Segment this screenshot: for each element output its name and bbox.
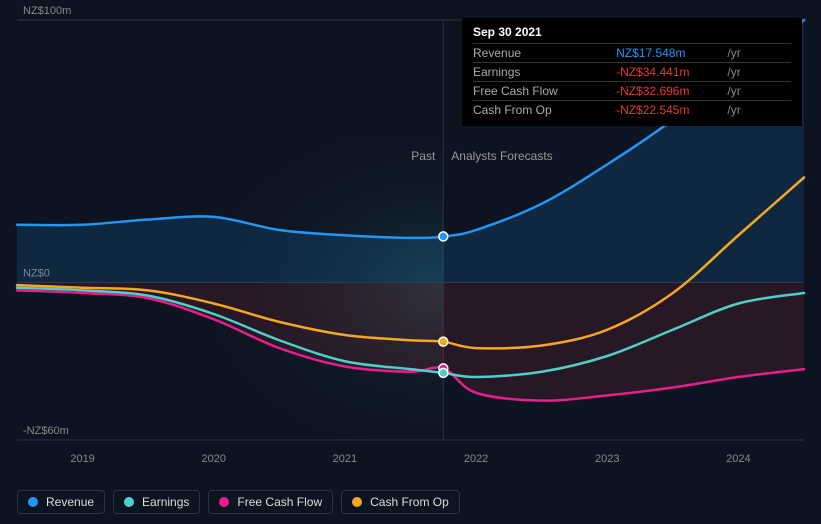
tooltip-row-unit: /yr: [727, 82, 791, 101]
tooltip-row-value: NZ$17.548m: [616, 44, 727, 63]
legend-item-earnings[interactable]: Earnings: [113, 490, 200, 514]
tooltip-row: Earnings-NZ$34.441m/yr: [473, 63, 791, 82]
legend-label: Earnings: [142, 495, 189, 509]
legend-item-cash-from-op[interactable]: Cash From Op: [341, 490, 460, 514]
legend-swatch: [124, 497, 134, 507]
tooltip-row-unit: /yr: [727, 101, 791, 120]
tooltip-row-value: -NZ$22.545m: [616, 101, 727, 120]
tooltip-row-value: -NZ$32.696m: [616, 82, 727, 101]
tooltip-table: RevenueNZ$17.548m/yrEarnings-NZ$34.441m/…: [473, 43, 791, 119]
tooltip-row-label: Earnings: [473, 63, 616, 82]
svg-text:Past: Past: [411, 149, 436, 163]
tooltip-date: Sep 30 2021: [473, 25, 791, 43]
svg-text:2022: 2022: [464, 453, 488, 465]
legend-item-revenue[interactable]: Revenue: [17, 490, 105, 514]
legend-label: Free Cash Flow: [237, 495, 322, 509]
tooltip-row: Free Cash Flow-NZ$32.696m/yr: [473, 82, 791, 101]
tooltip-row-label: Free Cash Flow: [473, 82, 616, 101]
tooltip-row-label: Cash From Op: [473, 101, 616, 120]
legend-swatch: [28, 497, 38, 507]
svg-text:-NZ$60m: -NZ$60m: [23, 425, 69, 437]
svg-text:2024: 2024: [726, 453, 750, 465]
legend-label: Cash From Op: [370, 495, 449, 509]
tooltip-row-unit: /yr: [727, 44, 791, 63]
svg-text:Analysts Forecasts: Analysts Forecasts: [451, 149, 552, 163]
legend-item-free-cash-flow[interactable]: Free Cash Flow: [208, 490, 333, 514]
legend-swatch: [219, 497, 229, 507]
tooltip-row: RevenueNZ$17.548m/yr: [473, 44, 791, 63]
tooltip-row-unit: /yr: [727, 63, 791, 82]
svg-text:2020: 2020: [202, 453, 226, 465]
chart-tooltip: Sep 30 2021 RevenueNZ$17.548m/yrEarnings…: [462, 18, 802, 126]
svg-text:2023: 2023: [595, 453, 619, 465]
legend-swatch: [352, 497, 362, 507]
svg-text:2021: 2021: [333, 453, 357, 465]
svg-text:2019: 2019: [70, 453, 94, 465]
tooltip-row: Cash From Op-NZ$22.545m/yr: [473, 101, 791, 120]
tooltip-row-label: Revenue: [473, 44, 616, 63]
svg-text:NZ$100m: NZ$100m: [23, 5, 71, 17]
tooltip-row-value: -NZ$34.441m: [616, 63, 727, 82]
legend-label: Revenue: [46, 495, 94, 509]
chart-legend: Revenue Earnings Free Cash Flow Cash From O…: [17, 490, 460, 514]
financials-chart: -NZ$60mNZ$0NZ$100m2019202020212022202320…: [0, 0, 821, 524]
